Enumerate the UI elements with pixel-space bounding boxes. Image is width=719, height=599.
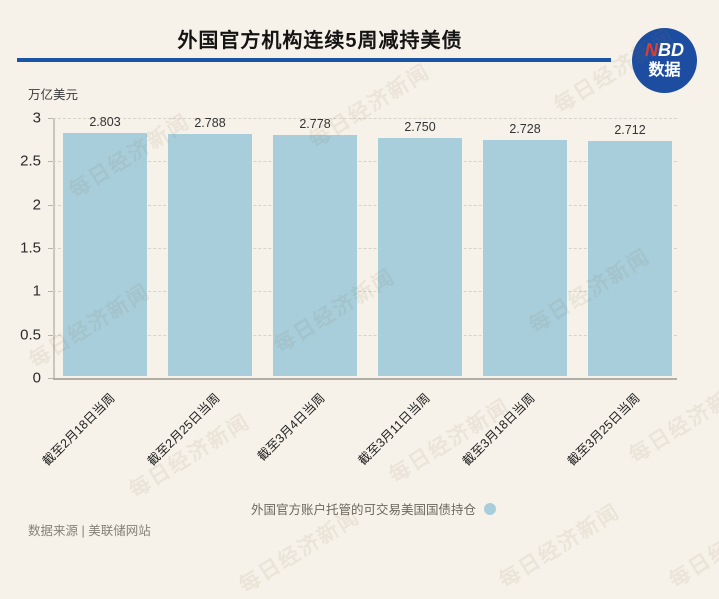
gridline — [53, 118, 677, 119]
y-tick-label: 2 — [32, 196, 41, 214]
y-tick-mark — [48, 291, 53, 293]
bar — [588, 140, 672, 376]
legend-label: 外国官方账户托管的可交易美国国债持仓 — [250, 503, 476, 517]
x-axis-category-label: 截至3月25日当周 — [565, 390, 643, 469]
gridline — [53, 248, 677, 249]
y-tick-mark — [48, 378, 53, 379]
y-tick-label: 3 — [32, 109, 41, 127]
bar — [168, 134, 252, 376]
bar — [378, 137, 462, 376]
bar-value-label: 2.728 — [509, 121, 541, 136]
y-tick-mark — [48, 334, 53, 336]
y-tick-label: 0 — [32, 369, 41, 387]
legend-marker-dot — [484, 502, 496, 515]
gridline — [53, 291, 677, 293]
y-tick-mark — [48, 118, 53, 119]
title-underline — [17, 58, 611, 62]
watermark-text: 每日经济新闻 — [625, 374, 719, 468]
nbd-logo-text: NBD — [645, 40, 684, 60]
bar — [273, 135, 357, 376]
legend: 外国官方账户托管的可交易美国国债持仓 — [14, 499, 719, 518]
bar-value-label: 2.750 — [404, 119, 436, 134]
nbd-data-logo: NBD 数据 — [632, 28, 697, 93]
chart-title: 外国官方机构连续5周减持美债 — [177, 30, 463, 52]
bar-value-label: 2.712 — [614, 122, 646, 137]
gridline — [53, 161, 677, 163]
bar-value-label: 2.778 — [299, 117, 331, 132]
gridline — [53, 204, 677, 206]
y-tick-label: 1.5 — [20, 239, 41, 257]
y-axis-unit-label: 万亿美元 — [28, 88, 79, 102]
x-axis-category-label: 截至3月18日当周 — [460, 390, 538, 469]
y-tick-mark — [48, 248, 53, 249]
x-axis-category-label: 截至3月11日当周 — [355, 390, 433, 468]
y-tick-label: 1 — [32, 282, 41, 300]
x-axis-category-label: 截至2月25日当周 — [145, 390, 223, 469]
y-tick-label: 0.5 — [20, 326, 41, 344]
gridline — [53, 334, 677, 336]
nbd-logo-subtext: 数据 — [648, 61, 681, 79]
bar — [483, 139, 567, 376]
y-tick-label: 2.5 — [20, 152, 41, 170]
x-axis-category-label: 截至2月18日当周 — [40, 390, 118, 469]
plot-area: 0 0.5 1 1.5 2 2.5 3 2.803 截至2月18日当周 2.788 截至2月25日当… — [20, 110, 677, 469]
x-axis-baseline — [53, 378, 677, 380]
x-axis-category-label: 截至3月4日当周 — [254, 390, 328, 464]
bar-value-label: 2.788 — [194, 116, 226, 131]
bar-value-label: 2.803 — [89, 115, 121, 130]
bar — [63, 133, 147, 376]
y-tick-mark — [48, 204, 53, 206]
data-source-note: 数据来源 | 美联储网站 — [28, 524, 151, 538]
y-tick-mark — [48, 161, 53, 163]
